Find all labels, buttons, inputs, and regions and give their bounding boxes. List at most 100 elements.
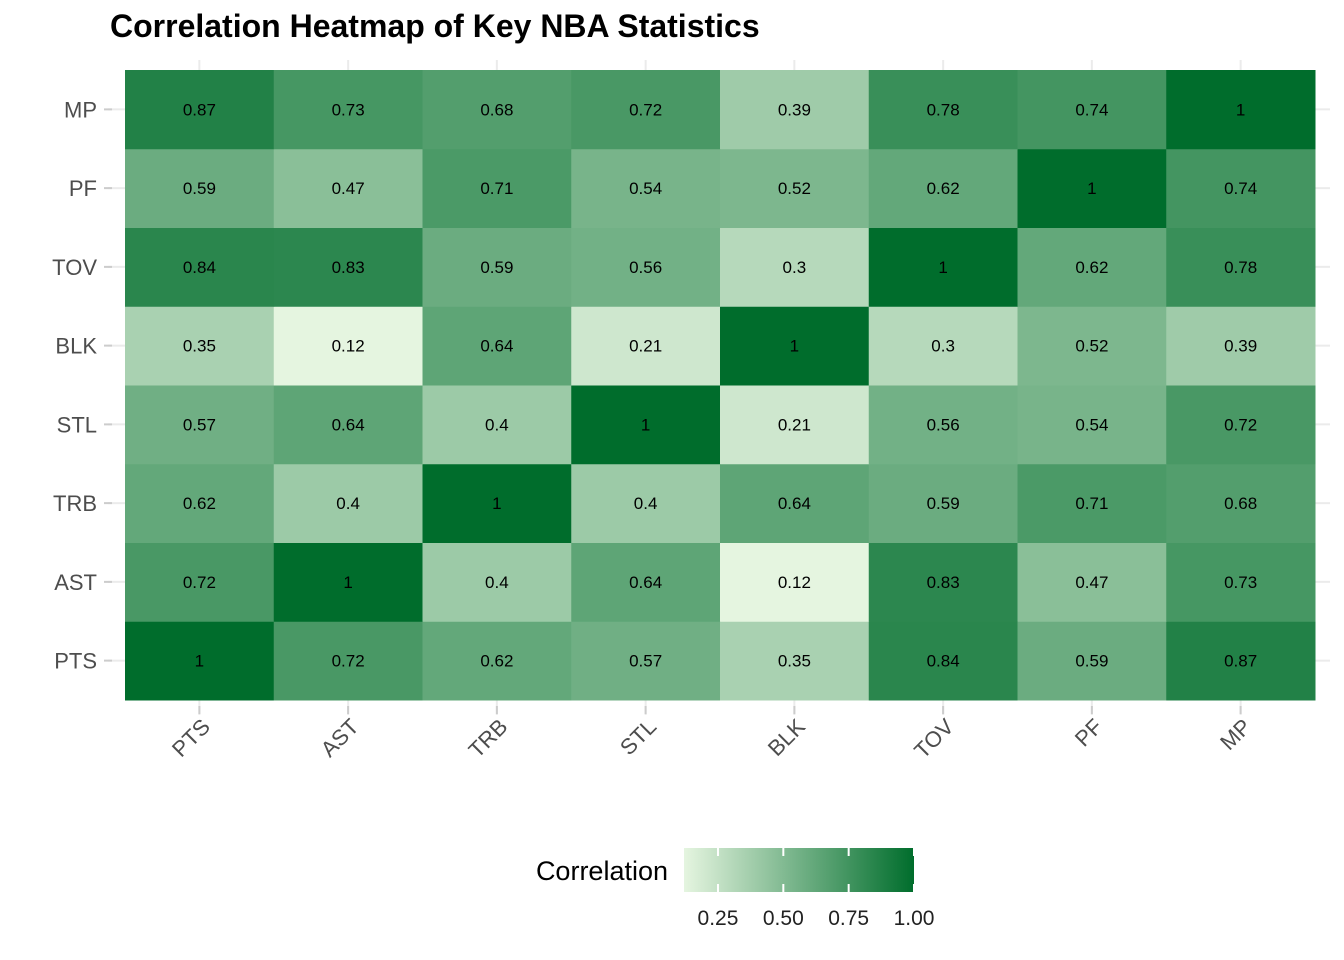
heatmap-cell <box>1017 70 1167 150</box>
heatmap-cell <box>273 621 423 701</box>
heatmap-cell <box>1166 463 1316 543</box>
heatmap-cell <box>273 227 423 307</box>
y-axis: PTS AST TRB STL BLK TOV PF MP <box>52 97 112 674</box>
heatmap-cell <box>720 148 870 228</box>
cell-value-label: 0.4 <box>485 415 509 434</box>
heatmap-cell <box>1017 542 1167 622</box>
cell-value-label: 0.39 <box>1224 337 1257 356</box>
heatmap-cell <box>868 621 1018 701</box>
heatmap-cell <box>125 306 275 386</box>
heatmap-cell <box>868 542 1018 622</box>
cell-value-label: 0.59 <box>183 179 216 198</box>
y-tick-label: TRB <box>53 491 97 516</box>
heatmap-cell <box>1017 227 1167 307</box>
cell-value-label: 0.52 <box>778 179 811 198</box>
heatmap-cell <box>273 542 423 622</box>
cell-value-label: 0.59 <box>1075 652 1108 671</box>
cell-value-label: 1 <box>790 337 799 356</box>
heatmap-cell <box>571 621 721 701</box>
heatmap-cell <box>571 542 721 622</box>
heatmap-cell <box>571 385 721 465</box>
legend-tick-label: 0.50 <box>763 907 804 930</box>
cell-value-label: 0.54 <box>1075 415 1108 434</box>
cell-value-label: 0.35 <box>183 337 216 356</box>
heatmap-cell <box>720 621 870 701</box>
cell-value-label: 0.35 <box>778 652 811 671</box>
heatmap-cell <box>571 70 721 150</box>
cell-value-label: 0.68 <box>1224 494 1257 513</box>
cell-value-label: 0.47 <box>332 179 365 198</box>
heatmap-cell <box>571 227 721 307</box>
heatmap-cell <box>273 385 423 465</box>
y-tick-label: TOV <box>52 255 97 280</box>
heatmap-cell <box>422 70 572 150</box>
heatmap-cell <box>422 542 572 622</box>
heatmap-cell <box>720 306 870 386</box>
heatmap-cell <box>868 70 1018 150</box>
cell-value-label: 0.47 <box>1075 573 1108 592</box>
cell-value-label: 0.72 <box>183 573 216 592</box>
heatmap-cell <box>868 227 1018 307</box>
heatmap-cell <box>868 463 1018 543</box>
heatmap-cell <box>125 385 275 465</box>
x-tick-label: AST <box>316 714 364 762</box>
legend-colorbar <box>684 848 914 892</box>
heatmap-cell <box>720 70 870 150</box>
heatmap-cell <box>125 70 275 150</box>
x-tick-label: TRB <box>464 714 513 763</box>
cell-value-label: 0.83 <box>927 573 960 592</box>
heatmap-cell <box>1017 148 1167 228</box>
cell-value-label: 0.84 <box>927 652 960 671</box>
cell-value-label: 1 <box>195 652 204 671</box>
x-tick-label: MP <box>1215 714 1256 755</box>
heatmap-cell <box>1166 227 1316 307</box>
cell-value-label: 0.4 <box>634 494 658 513</box>
x-tick-label: BLK <box>763 714 810 761</box>
heatmap-cell <box>720 385 870 465</box>
cell-value-label: 0.64 <box>778 494 811 513</box>
cell-value-label: 0.57 <box>629 652 662 671</box>
heatmap-cell <box>571 148 721 228</box>
heatmap-cell <box>1017 621 1167 701</box>
chart-title: Correlation Heatmap of Key NBA Statistic… <box>110 8 760 44</box>
heatmap-cell <box>273 148 423 228</box>
cell-value-label: 0.57 <box>183 415 216 434</box>
heatmap-cell <box>1017 463 1167 543</box>
x-tick-label: PTS <box>167 714 215 762</box>
cell-value-label: 0.62 <box>480 652 513 671</box>
heatmap-cell <box>1166 306 1316 386</box>
heatmap-cell <box>125 542 275 622</box>
cell-value-label: 0.87 <box>1224 652 1257 671</box>
heatmap-cell <box>422 385 572 465</box>
heatmap-cell <box>273 306 423 386</box>
heatmap-cell <box>422 148 572 228</box>
cell-value-label: 0.54 <box>629 179 662 198</box>
heatmap-cell <box>571 463 721 543</box>
cell-value-label: 0.4 <box>336 494 360 513</box>
cell-value-label: 0.74 <box>1075 100 1108 119</box>
heatmap-cell <box>125 148 275 228</box>
cell-value-label: 1 <box>1236 100 1245 119</box>
heatmap-cell <box>422 306 572 386</box>
heatmap-cell <box>1166 621 1316 701</box>
heatmap-cell <box>422 463 572 543</box>
cell-value-label: 0.56 <box>629 258 662 277</box>
heatmap-cell <box>720 542 870 622</box>
cell-value-label: 0.52 <box>1075 337 1108 356</box>
heatmap-cell <box>125 463 275 543</box>
heatmap-cell <box>1166 148 1316 228</box>
cell-value-label: 0.59 <box>480 258 513 277</box>
cell-value-label: 0.56 <box>927 415 960 434</box>
cell-value-label: 0.72 <box>1224 415 1257 434</box>
x-tick-label: TOV <box>909 714 959 764</box>
heatmap-cell <box>1166 385 1316 465</box>
cell-value-label: 0.73 <box>1224 573 1257 592</box>
cell-value-label: 0.39 <box>778 100 811 119</box>
heatmap-cell-labels: 1 0.72 0.62 0.57 0.35 0.84 0.59 0.87 0.72 1 0.4 0.6… <box>183 100 1257 670</box>
heatmap-cell <box>571 306 721 386</box>
y-tick-label: PTS <box>54 649 97 674</box>
heatmap-cell <box>125 621 275 701</box>
heatmap-cell <box>1166 542 1316 622</box>
cell-value-label: 0.68 <box>480 100 513 119</box>
